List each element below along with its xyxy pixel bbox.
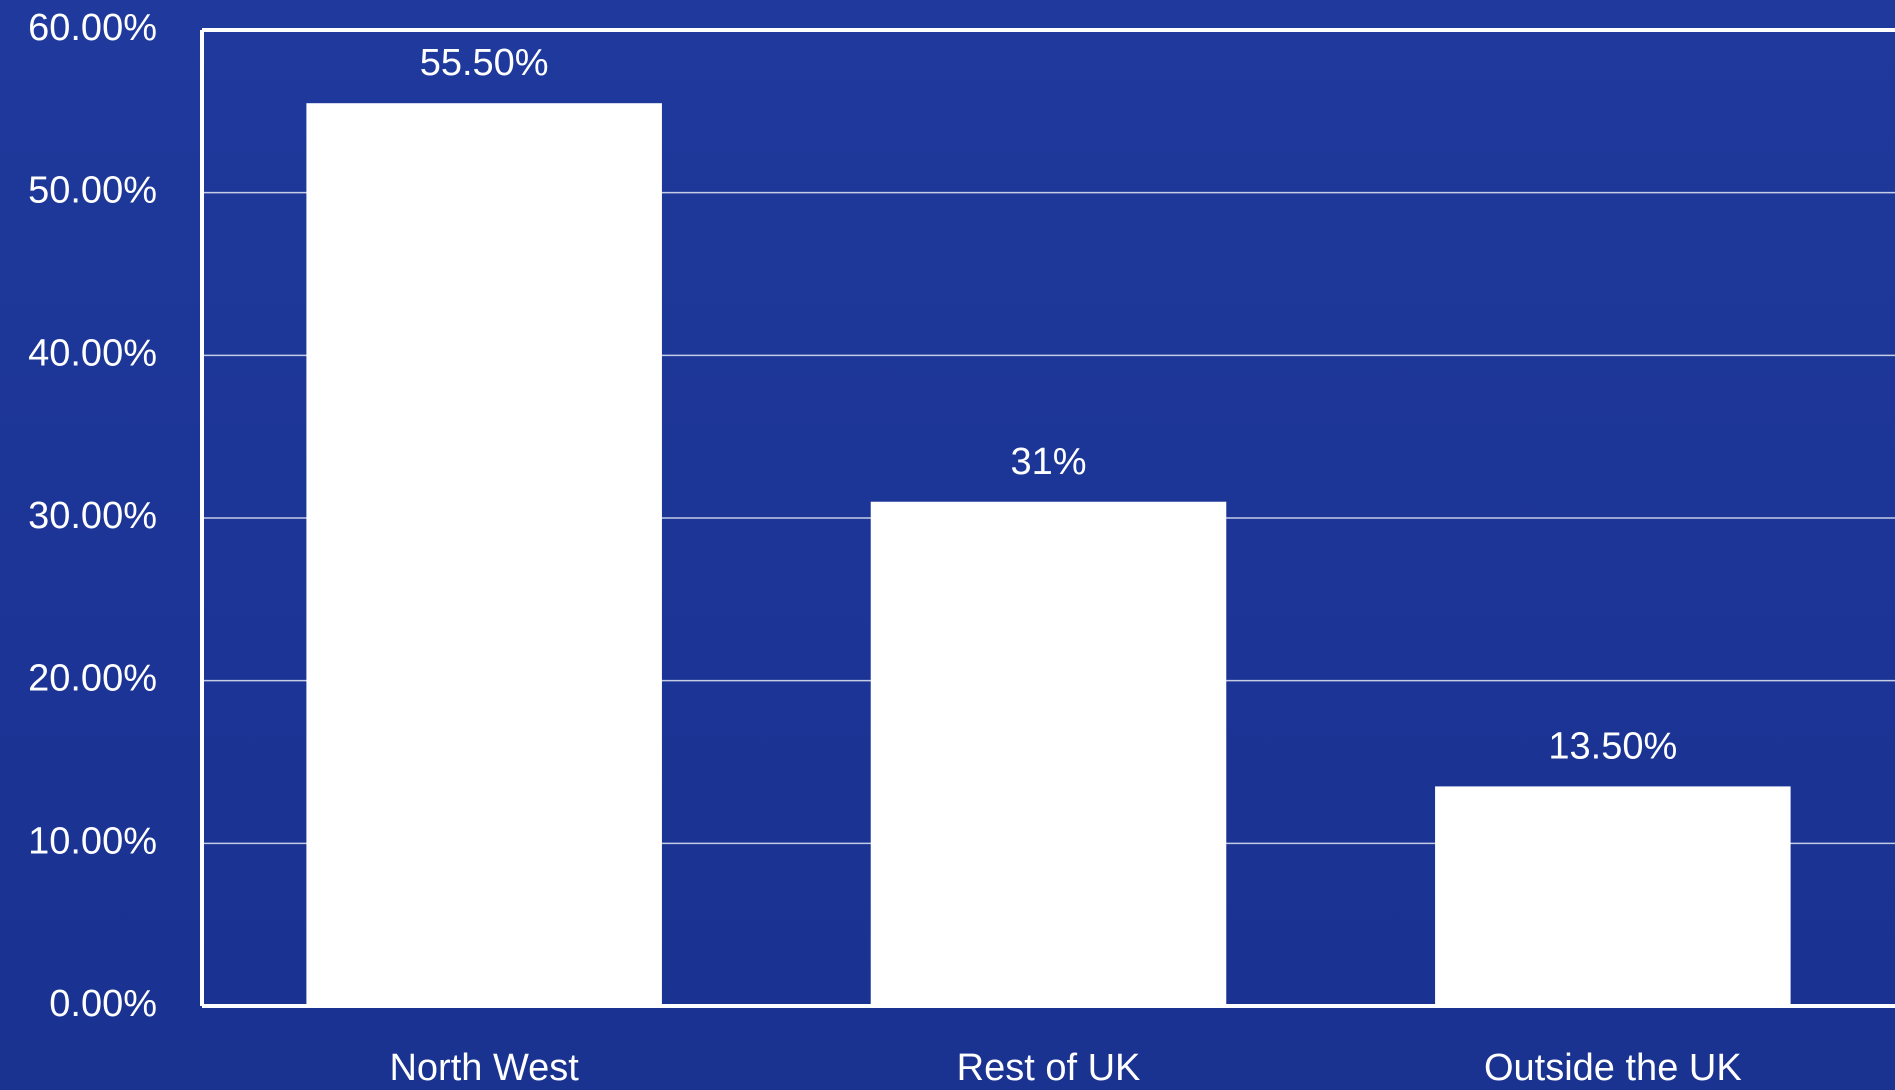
y-tick-label: 30.00% (28, 495, 157, 537)
x-tick-label: North West (389, 1047, 579, 1089)
y-tick-label: 50.00% (28, 170, 157, 212)
y-tick-label: 60.00% (28, 7, 157, 49)
data-label: 13.50% (1548, 725, 1677, 767)
data-label: 55.50% (420, 42, 549, 84)
data-label: 31% (1010, 441, 1086, 483)
y-tick-label: 10.00% (28, 820, 157, 862)
y-tick-label: 20.00% (28, 658, 157, 700)
y-tick-label: 40.00% (28, 332, 157, 374)
bar (870, 501, 1227, 1006)
y-tick-label: 0.00% (49, 983, 157, 1025)
bar (1435, 786, 1791, 1006)
bar (306, 103, 662, 1006)
x-tick-label: Rest of UK (957, 1047, 1141, 1089)
x-tick-label: Outside the UK (1484, 1047, 1742, 1089)
